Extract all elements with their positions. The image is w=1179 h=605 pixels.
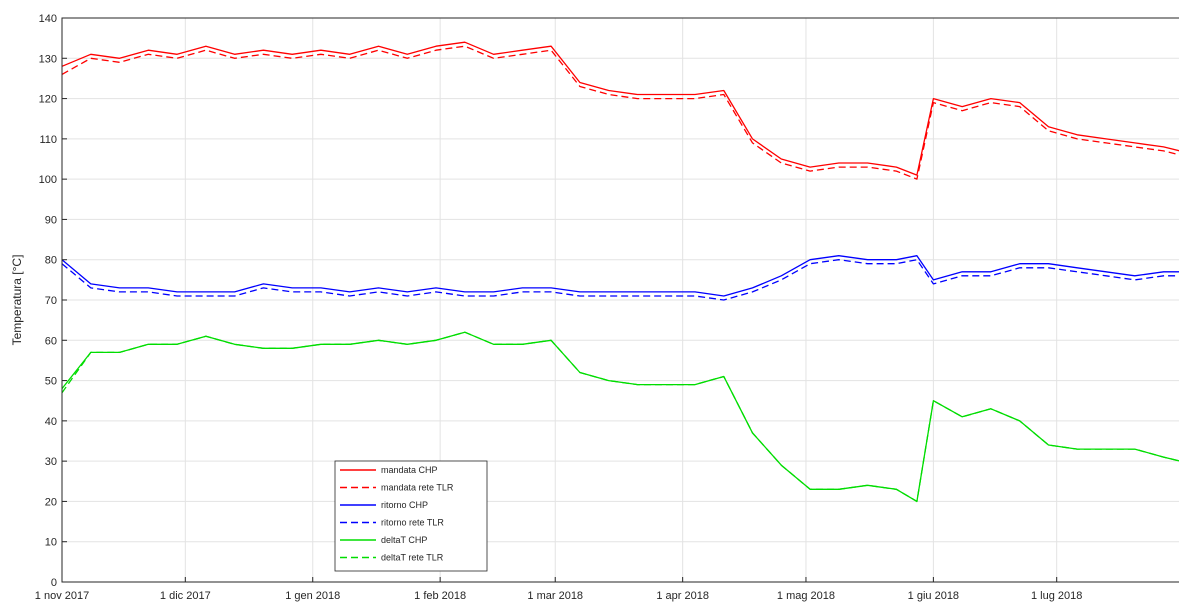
y-tick-label: 10 — [45, 537, 57, 549]
legend-label: mandata rete TLR — [381, 483, 454, 493]
y-tick-label: 140 — [39, 13, 57, 25]
legend: mandata CHP mandata rete TLR ritorno CHP ri… — [334, 460, 488, 572]
x-tick-label: 1 gen 2018 — [285, 590, 340, 602]
series-line-mandata-rete-tlr — [61, 45, 1179, 180]
x-tick-label: 1 mar 2018 — [527, 590, 583, 602]
y-tick-label: 90 — [45, 214, 57, 226]
y-axis-title: Temperatura [°C] — [10, 255, 24, 346]
legend-label: ritorno rete TLR — [381, 518, 444, 528]
legend-label: mandata CHP — [381, 465, 438, 475]
series-line-deltat-chp — [61, 331, 1179, 503]
series-line-ritorno-chp — [61, 255, 1179, 297]
x-tick-label: 1 mag 2018 — [777, 590, 835, 602]
y-tick-label: 80 — [45, 255, 57, 267]
x-tick-label: 1 lug 2018 — [1031, 590, 1082, 602]
y-tick-label: 110 — [39, 134, 57, 146]
y-tick-label: 120 — [39, 94, 57, 106]
y-tick-label: 0 — [51, 577, 57, 589]
x-tick-label: 1 feb 2018 — [414, 590, 466, 602]
x-tick-label: 1 giu 2018 — [908, 590, 959, 602]
series-line-ritorno-rete-tlr — [61, 259, 1179, 301]
legend-box — [334, 460, 488, 572]
series-lines — [61, 41, 1179, 503]
y-tick-label: 100 — [39, 174, 57, 186]
y-tick-label: 20 — [45, 496, 57, 508]
x-axis: 1 nov 2017 1 dic 2017 1 gen 2018 1 feb 2018… — [35, 577, 1082, 602]
y-axis: 0 10 20 30 40 50 60 70 80 90 100 110 120 130 140 — [39, 13, 67, 589]
y-tick-label: 50 — [45, 376, 57, 388]
y-tick-label: 30 — [45, 456, 57, 468]
y-tick-label: 130 — [39, 53, 57, 65]
legend-label: deltaT rete TLR — [381, 553, 444, 563]
y-tick-label: 40 — [45, 416, 57, 428]
y-tick-label: 60 — [45, 335, 57, 347]
legend-label: ritorno CHP — [381, 500, 428, 510]
legend-label: deltaT CHP — [381, 535, 427, 545]
y-tick-label: 70 — [45, 295, 57, 307]
x-tick-label: 1 dic 2017 — [160, 590, 211, 602]
series-line-mandata-chp — [61, 41, 1179, 176]
x-tick-label: 1 apr 2018 — [656, 590, 709, 602]
x-tick-label: 1 nov 2017 — [35, 590, 89, 602]
